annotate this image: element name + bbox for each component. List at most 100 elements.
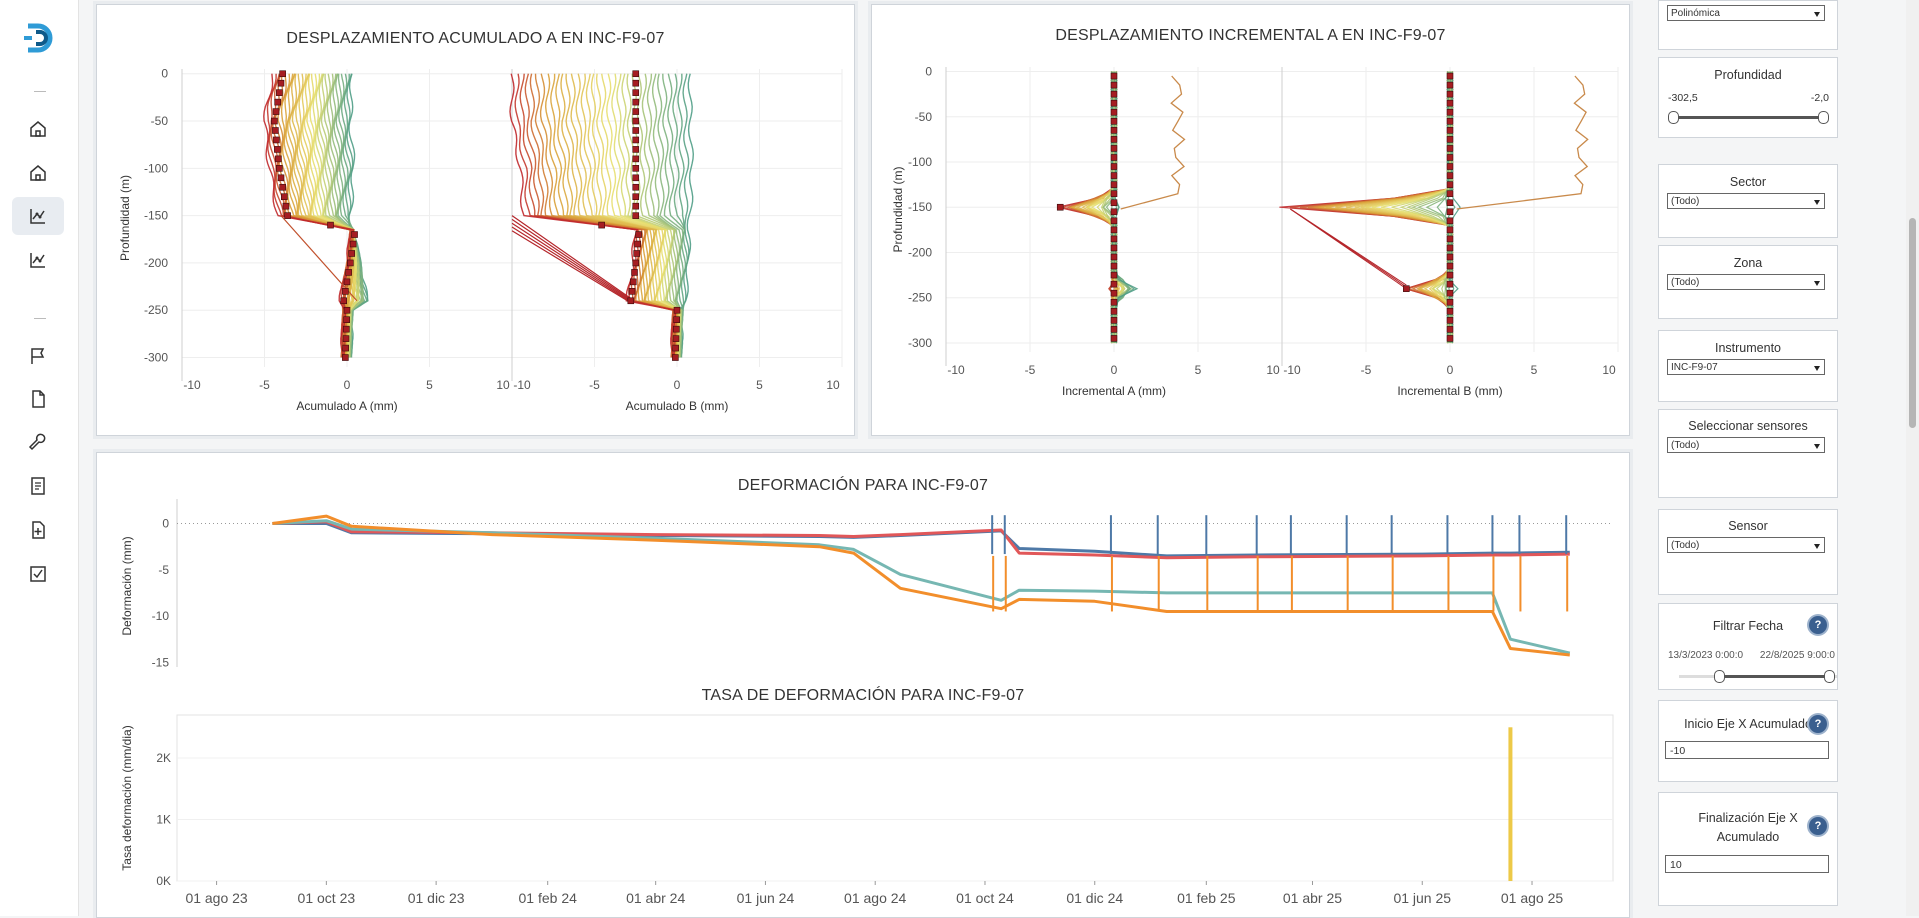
depth-marker <box>1110 163 1118 170</box>
x-tick-label: 01 ago 24 <box>844 890 906 906</box>
depth-marker <box>275 155 282 163</box>
tipo-select-value: Polinómica <box>1671 8 1720 19</box>
instrumento-select[interactable]: INC-F9-07 <box>1667 359 1825 375</box>
nav-charts-active[interactable] <box>12 197 64 235</box>
nav-separator <box>34 91 46 92</box>
depth-marker <box>272 108 280 115</box>
x-tick-label: -10 <box>513 378 531 392</box>
depth-marker <box>632 155 640 163</box>
page-scrollbar[interactable] <box>1906 0 1919 916</box>
fecha-filter-card: Filtrar Fecha ? 13/3/2023 0:00:0 22/8/20… <box>1658 603 1838 690</box>
x-tick-label: 0 <box>674 378 681 392</box>
inicio-eje-label: Inicio Eje X Acumulado <box>1684 717 1812 731</box>
depth-marker <box>1110 335 1118 342</box>
x-tick-label: 01 dic 24 <box>1066 890 1123 906</box>
y-tick-label: 0 <box>161 67 168 81</box>
depth-marker <box>345 269 352 276</box>
nav-checklist[interactable] <box>12 555 64 593</box>
nav-list-document[interactable] <box>12 467 64 505</box>
deformation-panel: DEFORMACIÓN PARA INC-F9-07 TASA DE DEFOR… <box>96 452 1630 918</box>
depth-marker <box>1446 154 1454 161</box>
depth-marker <box>632 108 640 115</box>
x-tick-label: 01 feb 24 <box>519 890 578 906</box>
depth-marker <box>282 202 290 210</box>
depth-marker <box>1110 154 1118 161</box>
depth-marker <box>1110 127 1118 134</box>
x-tick-label: 0 <box>1111 363 1118 377</box>
x-tick-label: -10 <box>947 363 965 377</box>
zona-select[interactable]: (Todo) <box>1667 274 1825 290</box>
depth-marker <box>274 146 281 153</box>
offset-profile-line <box>1120 75 1186 210</box>
depth-marker <box>632 79 640 87</box>
profundidad-slider-track[interactable] <box>1673 116 1823 119</box>
sector-select[interactable]: (Todo) <box>1667 193 1825 209</box>
deformation-series-line <box>272 522 1570 558</box>
fecha-slider-handle-end[interactable] <box>1824 670 1835 683</box>
depth-marker <box>1446 326 1454 333</box>
depth-marker <box>632 146 640 153</box>
depth-marker <box>1110 307 1118 315</box>
depth-marker <box>632 127 640 134</box>
depth-marker <box>1110 226 1118 234</box>
nav-document[interactable] <box>12 380 64 418</box>
profundidad-slider-handle-max[interactable] <box>1818 111 1829 124</box>
depth-marker <box>1110 217 1118 225</box>
tipo-select[interactable]: Polinómica <box>1667 5 1825 21</box>
flag-icon <box>31 348 45 364</box>
depth-marker <box>598 221 605 229</box>
depth-marker <box>1110 72 1118 80</box>
fin-eje-input[interactable]: 10 <box>1665 855 1829 873</box>
x-tick-label: -5 <box>589 378 600 392</box>
deformation-y-tick: -10 <box>152 609 170 623</box>
zona-filter-card: Zona (Todo) <box>1658 245 1838 319</box>
depth-marker <box>673 325 680 333</box>
depth-marker <box>632 70 640 78</box>
nav-home-2[interactable] <box>12 154 64 192</box>
nav-charts[interactable] <box>12 241 64 279</box>
x-tick-label: -5 <box>259 378 270 392</box>
inicio-eje-input[interactable]: -10 <box>1665 741 1829 759</box>
instrumento-select-value: INC-F9-07 <box>1671 362 1718 373</box>
y-tick-label: -250 <box>144 303 168 317</box>
nav-flag[interactable] <box>12 337 64 375</box>
sensores-select[interactable]: (Todo) <box>1667 437 1825 453</box>
profundidad-max: -2,0 <box>1810 92 1829 104</box>
rate-y-label: Tasa deformación (mm/dia) <box>120 725 134 870</box>
profundidad-filter-card: Profundidad -302,5 -2,0 <box>1658 57 1838 138</box>
accumulated-chart-title: DESPLAZAMIENTO ACUMULADO A EN INC-F9-07 <box>286 30 665 47</box>
zona-label: Zona <box>1733 256 1763 270</box>
scrollbar-thumb[interactable] <box>1909 218 1916 428</box>
nav-home[interactable] <box>12 110 64 148</box>
app-logo-icon[interactable] <box>22 20 58 56</box>
x-tick-label: 01 dic 23 <box>408 890 465 906</box>
profundidad-slider-handle-min[interactable] <box>1668 111 1679 124</box>
nav-add-document[interactable] <box>12 511 64 549</box>
help-icon[interactable]: ? <box>1809 616 1827 634</box>
y-tick-label: -300 <box>144 351 168 365</box>
depth-marker <box>632 117 640 125</box>
incremental-line <box>1110 71 1139 344</box>
depth-marker <box>340 297 347 305</box>
depth-marker <box>1446 317 1454 324</box>
depth-marker <box>347 259 354 267</box>
profile-line <box>340 73 366 358</box>
depth-marker <box>1110 81 1118 89</box>
help-icon[interactable]: ? <box>1809 817 1827 835</box>
x-tick-label: 01 abr 24 <box>626 890 685 906</box>
x-axis-label: Acumulado A (mm) <box>296 399 397 413</box>
nav-tools[interactable] <box>12 424 64 462</box>
depth-marker <box>1446 127 1454 134</box>
fecha-slider-handle-start[interactable] <box>1714 670 1725 683</box>
depth-marker <box>1110 253 1118 261</box>
help-icon[interactable]: ? <box>1809 715 1827 733</box>
y-tick-label: -150 <box>908 200 932 214</box>
fin-eje-label: Finalización Eje X Acumulado <box>1698 811 1798 844</box>
chart-icon <box>30 253 45 268</box>
fecha-start: 13/3/2023 0:00:0 <box>1668 650 1744 661</box>
sensor-select[interactable]: (Todo) <box>1667 537 1825 553</box>
depth-marker <box>1110 136 1118 143</box>
depth-marker <box>343 316 350 323</box>
incremental-connector <box>1290 208 1407 286</box>
y-tick-label: -100 <box>908 155 932 169</box>
